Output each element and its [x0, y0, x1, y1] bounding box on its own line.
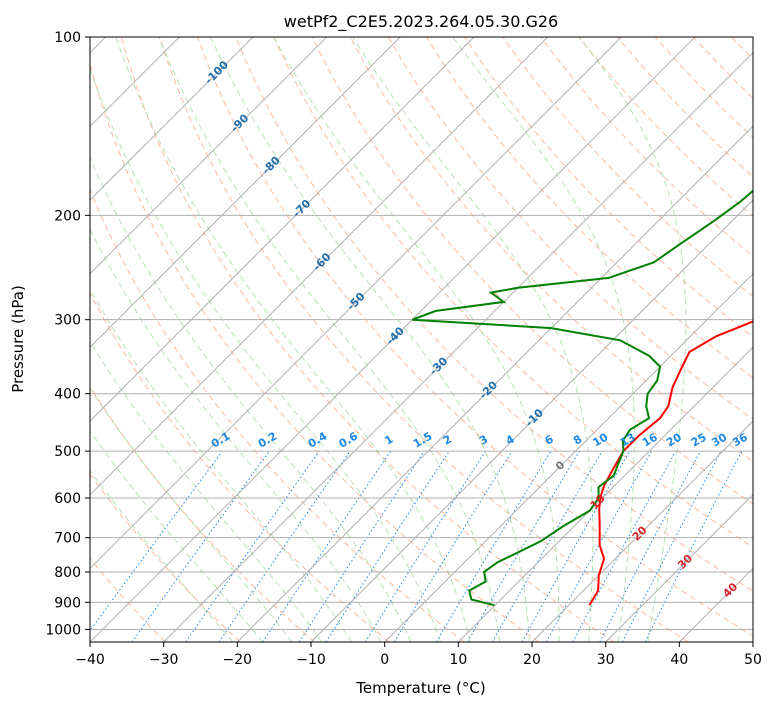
mixing-ratio-line [131, 450, 270, 642]
dry-adiabat [311, 37, 753, 505]
isotherm-line [90, 37, 696, 642]
moist-adiabat [90, 429, 263, 642]
y-tick-label: 600 [54, 491, 81, 507]
moist-adiabat [209, 37, 530, 642]
isotherm-line [605, 493, 753, 642]
axes: −40 −30 −20 −10 0 10 20 30 40 50 100 200 300 400 500 60… [45, 30, 762, 668]
dry-adiabat [502, 37, 753, 298]
dry-adiabat [770, 37, 775, 642]
moist-adiabat [273, 37, 560, 642]
series-line-dewpoint [411, 189, 753, 607]
y-tick-label: 500 [54, 444, 81, 460]
moist-adiabat [115, 37, 471, 642]
mixing-ratio-line [545, 450, 653, 642]
dry-adiabat [90, 188, 465, 642]
plot-area [90, 37, 753, 642]
moist-adiabat [578, 37, 687, 642]
dry-adiabat [120, 37, 614, 642]
x-tick-label: 20 [523, 652, 541, 668]
dry-adiabat [90, 292, 390, 642]
x-axis-title: Temperature (°C) [355, 679, 485, 697]
dry-adiabat [349, 37, 753, 462]
moist-adiabat [90, 469, 234, 642]
x-tick-label: −30 [149, 652, 179, 668]
isotherm-line [752, 641, 753, 642]
mixing-ratio-line [572, 450, 677, 642]
moist-adiabat [90, 67, 441, 642]
chart-title: wetPf2_C2E5.2023.264.05.30.G26 [284, 12, 558, 32]
moist-adiabat [90, 227, 382, 642]
mixing-ratio-line [218, 450, 351, 642]
x-tick-label: −10 [296, 652, 326, 668]
y-axis-title: Pressure (hPa) [9, 285, 27, 393]
y-tick-label: 400 [54, 387, 81, 403]
y-tick-label: 100 [54, 30, 81, 46]
y-tick-label: 800 [54, 565, 81, 581]
isotherm-line [90, 37, 549, 496]
dry-adiabat [235, 37, 753, 592]
isotherm-line [90, 37, 328, 275]
series-line-temperature [588, 320, 753, 606]
y-tick-label: 1000 [45, 622, 81, 638]
dry-adiabat [159, 37, 689, 642]
y-tick-label: 200 [54, 208, 81, 224]
x-tick-label: 10 [449, 652, 467, 668]
y-tick-label: 300 [54, 313, 81, 329]
plot-frame [89, 36, 754, 643]
isotherm-line [236, 125, 753, 642]
mixing-ratio-line [298, 450, 425, 642]
isotherm-line [90, 37, 401, 349]
dry-adiabat [273, 37, 753, 548]
mixing-ratio-line [262, 450, 392, 642]
mixing-ratio-line [325, 450, 450, 642]
dry-adiabat [90, 385, 316, 642]
moist-adiabat [90, 340, 323, 642]
isotherm-line [163, 51, 753, 642]
moist-adiabat [452, 37, 635, 642]
isotherm-line [384, 272, 753, 642]
x-tick-label: 40 [670, 652, 688, 668]
mixing-ratio-line [521, 450, 630, 642]
x-tick-label: 50 [744, 652, 762, 668]
x-tick-label: 30 [597, 652, 615, 668]
isotherm-line [90, 37, 475, 422]
isotherm-line [531, 420, 753, 642]
mixing-ratio-line [393, 450, 513, 642]
moist-adiabat [90, 288, 352, 642]
background-lines [90, 37, 775, 642]
moist-adiabat [352, 37, 594, 642]
isotherm-line [90, 37, 622, 570]
x-tick-label: 0 [380, 652, 389, 668]
moist-adiabat [90, 156, 412, 642]
x-tick-label: −40 [75, 652, 105, 668]
dry-adiabat [425, 37, 753, 379]
isotherm-line [90, 37, 254, 201]
y-tick-label: 700 [54, 531, 81, 547]
dry-adiabat [90, 62, 540, 642]
mixing-ratio-line [644, 450, 743, 642]
mixing-ratio-line [90, 450, 223, 632]
isotherm-line [457, 346, 753, 642]
x-tick-label: −20 [223, 652, 253, 668]
moist-adiabat [90, 387, 293, 642]
mixing-ratio-line [185, 450, 320, 642]
y-tick-label: 900 [54, 595, 81, 611]
profile-lines [411, 189, 753, 607]
